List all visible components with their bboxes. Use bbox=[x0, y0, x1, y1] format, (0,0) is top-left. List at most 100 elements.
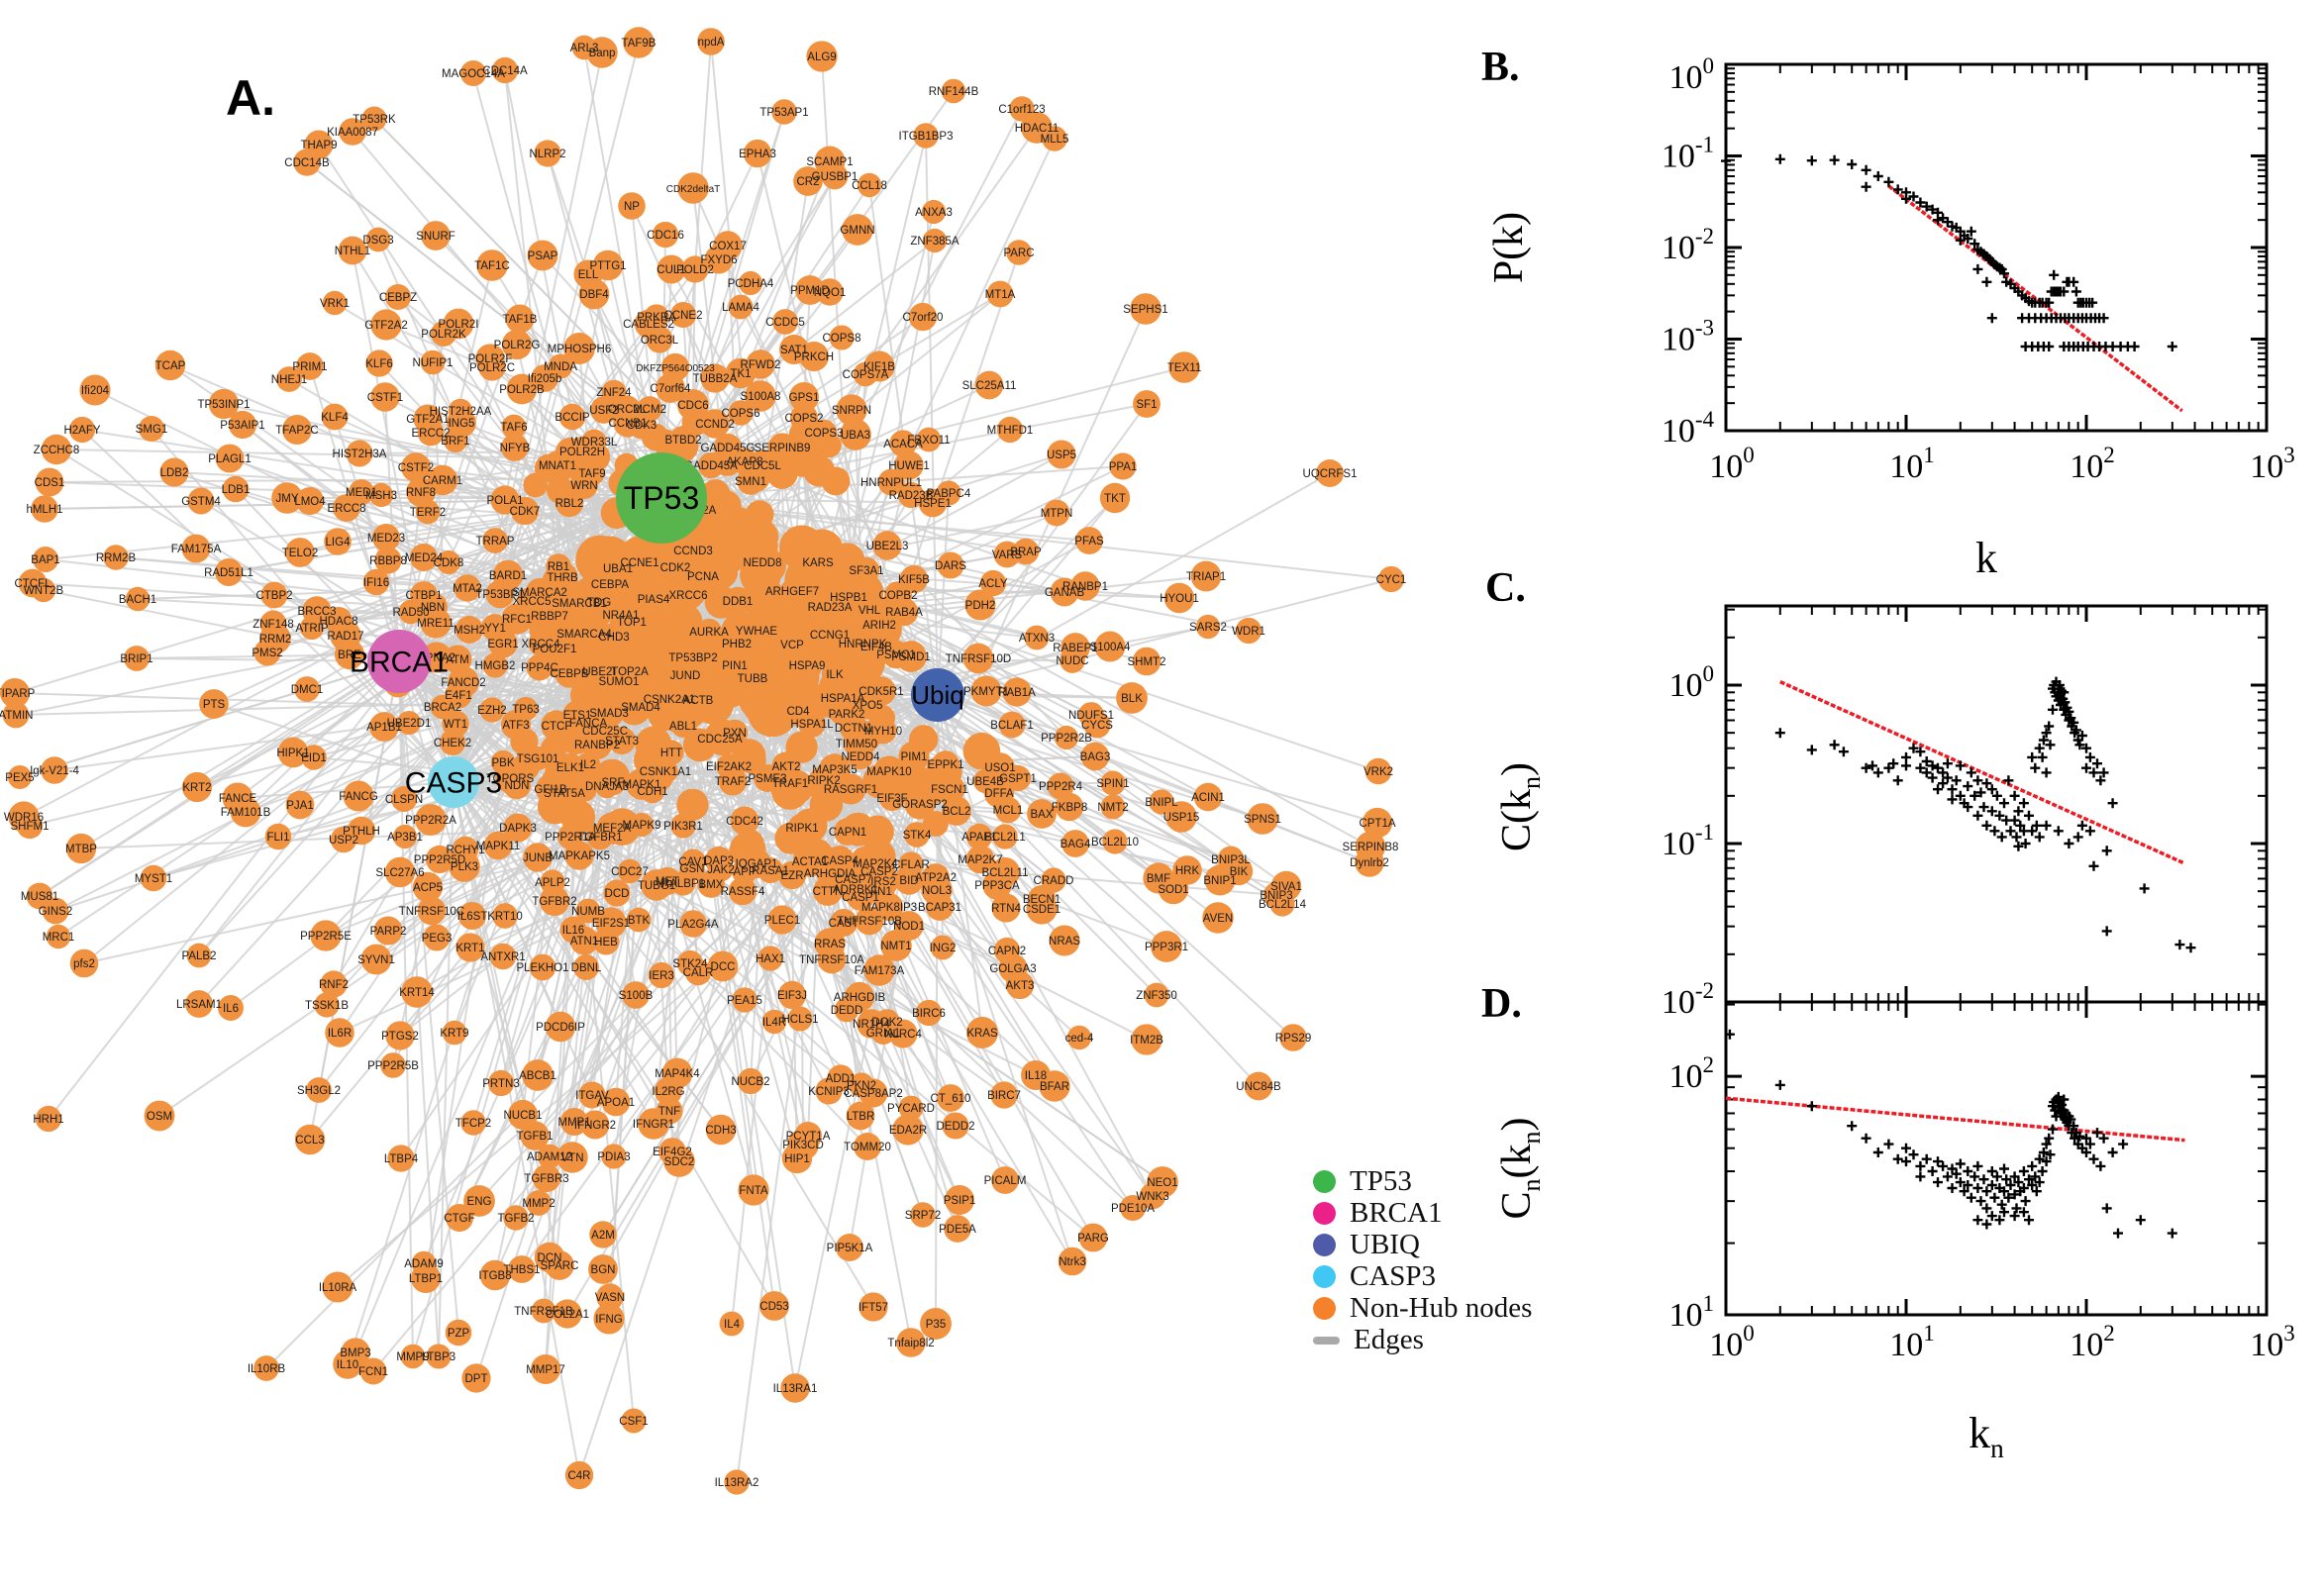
non-hub-node bbox=[858, 1078, 888, 1108]
non-hub-node bbox=[603, 879, 631, 907]
node-label: CCNB1 bbox=[609, 418, 648, 430]
node-label: MCM2 bbox=[633, 404, 666, 416]
non-hub-node bbox=[387, 1145, 415, 1172]
node-label: TIPARP bbox=[0, 688, 36, 700]
node-label: CDC6 bbox=[677, 400, 708, 412]
node-label: LTBR bbox=[847, 1111, 875, 1123]
non-hub-node bbox=[144, 1100, 175, 1132]
node-label: POLR2C bbox=[469, 362, 515, 374]
non-hub-node bbox=[656, 254, 686, 284]
node-label: DKFZP564O0523 bbox=[636, 363, 715, 374]
node-label: IL13RA2 bbox=[715, 1477, 759, 1489]
node-label: TERF2 bbox=[410, 507, 446, 519]
node-label: WT1 bbox=[444, 719, 467, 731]
node-label: BRAP bbox=[1010, 547, 1042, 558]
node-label: PYCARD bbox=[887, 1103, 935, 1115]
non-hub-node bbox=[745, 380, 776, 412]
tick-label: 10-1 bbox=[1662, 133, 1714, 175]
non-hub-node bbox=[974, 370, 1004, 400]
tick-label: 10-2 bbox=[1662, 978, 1714, 1021]
non-hub-node bbox=[33, 547, 58, 572]
hub-node-ubiq bbox=[911, 668, 964, 722]
node-label: TNFRSF1B bbox=[514, 1306, 573, 1318]
node-label: POLA1 bbox=[486, 495, 523, 507]
node-label: EIF4B bbox=[860, 642, 892, 653]
node-label: ARL3 bbox=[570, 43, 599, 54]
node-label: SF1 bbox=[1136, 399, 1157, 411]
node-label: pfs2 bbox=[73, 958, 95, 970]
node-label: PTHLH bbox=[343, 826, 380, 838]
non-hub-node bbox=[982, 870, 1012, 900]
non-hub-node bbox=[578, 1081, 606, 1109]
node-label: GINS2 bbox=[39, 906, 73, 918]
non-hub-node bbox=[601, 1144, 627, 1169]
non-hub-node bbox=[1168, 351, 1200, 383]
node-label: BAX bbox=[1030, 809, 1053, 821]
non-hub-node bbox=[218, 995, 244, 1021]
node-label: STAT5A bbox=[544, 788, 585, 800]
node-label: GADD45G bbox=[701, 443, 756, 454]
non-hub-node bbox=[1235, 617, 1262, 645]
node-label: FAM101B bbox=[221, 807, 271, 819]
non-hub-node bbox=[821, 660, 849, 688]
non-hub-node bbox=[31, 577, 56, 603]
non-hub-node bbox=[1151, 931, 1182, 962]
non-hub-node bbox=[1080, 742, 1110, 771]
node-label: IFNGR2 bbox=[574, 1120, 616, 1132]
node-label: WNT2B bbox=[24, 585, 64, 597]
legend-label: CASP3 bbox=[1350, 1260, 1437, 1292]
non-hub-node bbox=[802, 547, 834, 578]
non-hub-node bbox=[836, 1234, 863, 1261]
non-hub-node bbox=[208, 388, 240, 420]
non-hub-node bbox=[749, 549, 776, 576]
node-label: MCL1 bbox=[993, 805, 1024, 817]
node-label: CDK2 bbox=[660, 562, 691, 574]
node-label: RB1 bbox=[548, 561, 569, 573]
non-hub-node bbox=[654, 1076, 683, 1106]
node-label: PMS2 bbox=[252, 648, 282, 659]
node-label: CCNG1 bbox=[810, 630, 850, 642]
node-label: TP53AP1 bbox=[759, 107, 808, 119]
non-hub-node bbox=[1204, 864, 1236, 896]
node-label: ING2 bbox=[930, 943, 957, 954]
node-label: HTT bbox=[660, 748, 682, 759]
node-label: CYCS bbox=[1081, 720, 1113, 732]
non-hub-node bbox=[330, 826, 357, 853]
node-label: POLR2I bbox=[439, 319, 479, 331]
node-label: NEO1 bbox=[1147, 1177, 1177, 1189]
node-label: BLK bbox=[1121, 693, 1143, 705]
node-label: RNF144B bbox=[929, 86, 979, 98]
non-hub-node bbox=[732, 987, 758, 1013]
non-hub-node bbox=[881, 640, 911, 669]
node-label: PARP2 bbox=[370, 926, 407, 938]
node-label: SMARCA4 bbox=[556, 629, 612, 641]
non-hub-node bbox=[1078, 1223, 1108, 1252]
node-label: THBS1 bbox=[503, 1264, 540, 1276]
non-hub-node bbox=[425, 845, 454, 874]
node-label: PARG bbox=[1077, 1233, 1109, 1245]
node-label: POLR2B bbox=[499, 384, 545, 396]
non-hub-node bbox=[994, 796, 1022, 824]
node-label: ING5 bbox=[449, 418, 475, 430]
node-label: POLR2H bbox=[559, 447, 605, 458]
node-label: PPA1 bbox=[1109, 461, 1138, 473]
node-label: HIST2H3A bbox=[333, 449, 387, 460]
node-label: HAX1 bbox=[756, 953, 785, 965]
node-label: RTN4 bbox=[991, 903, 1021, 915]
non-hub-node bbox=[896, 1328, 926, 1357]
non-hub-node bbox=[992, 824, 1018, 849]
node-label: YY1 bbox=[484, 623, 506, 635]
non-hub-node bbox=[725, 357, 757, 389]
non-hub-node bbox=[834, 997, 859, 1023]
tick-label: 101 bbox=[1669, 1291, 1715, 1334]
non-hub-node bbox=[125, 586, 151, 612]
node-label: RAD23A bbox=[808, 602, 853, 614]
node-label: C7orf64 bbox=[651, 383, 692, 395]
node-label: CASP2 bbox=[860, 866, 898, 878]
node-label: MAPKAPK5 bbox=[549, 850, 610, 862]
node-label: THRB bbox=[547, 572, 578, 584]
non-hub-node bbox=[806, 41, 838, 72]
node-label: ITGB8 bbox=[478, 1270, 511, 1282]
non-hub-node bbox=[1002, 677, 1032, 707]
node-label: SMARCB1 bbox=[552, 598, 607, 610]
